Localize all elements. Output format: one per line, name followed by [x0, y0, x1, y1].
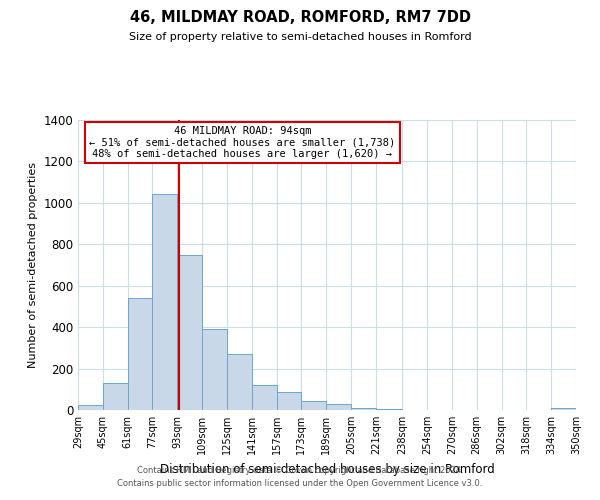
Bar: [252, 385, 277, 410]
Text: Contains HM Land Registry data © Crown copyright and database right 2024.
Contai: Contains HM Land Registry data © Crown c…: [118, 466, 482, 487]
Bar: [376, 409, 402, 410]
Bar: [177, 254, 202, 410]
Bar: [227, 354, 252, 410]
Bar: [103, 383, 128, 410]
X-axis label: Distribution of semi-detached houses by size in Romford: Distribution of semi-detached houses by …: [160, 462, 494, 475]
Text: 46, MILDMAY ROAD, ROMFORD, RM7 7DD: 46, MILDMAY ROAD, ROMFORD, RM7 7DD: [130, 10, 470, 25]
Bar: [152, 194, 177, 410]
Y-axis label: Number of semi-detached properties: Number of semi-detached properties: [28, 162, 38, 368]
Bar: [202, 329, 227, 410]
Bar: [326, 404, 351, 410]
Text: Size of property relative to semi-detached houses in Romford: Size of property relative to semi-detach…: [128, 32, 472, 42]
Bar: [128, 298, 152, 410]
Bar: [301, 402, 326, 410]
Bar: [351, 408, 376, 410]
Text: 46 MILDMAY ROAD: 94sqm
← 51% of semi-detached houses are smaller (1,738)
48% of : 46 MILDMAY ROAD: 94sqm ← 51% of semi-det…: [89, 126, 395, 159]
Bar: [277, 392, 301, 410]
Bar: [78, 405, 103, 410]
Bar: [551, 408, 576, 410]
